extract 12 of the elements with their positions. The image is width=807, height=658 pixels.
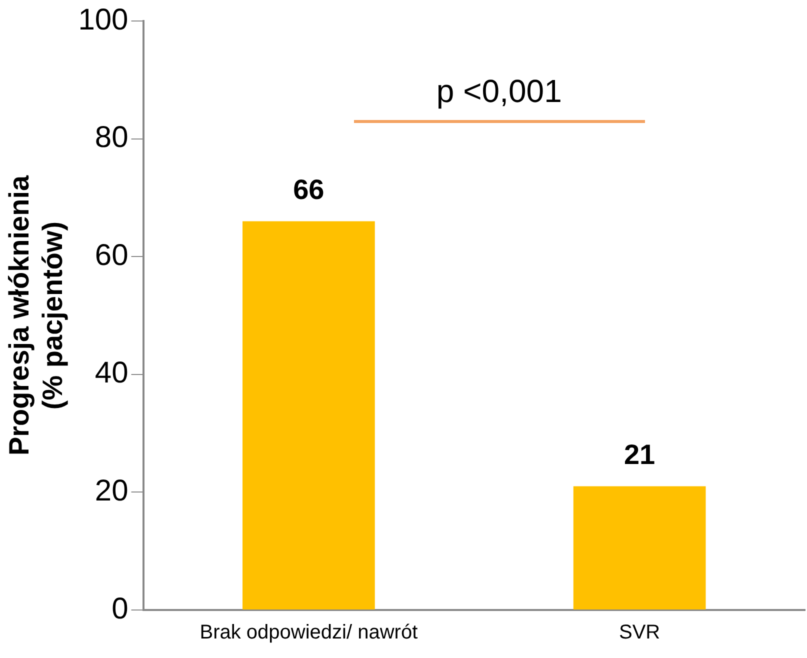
data-label: 21 [624, 439, 656, 470]
y-tick-label: 60 [94, 238, 128, 272]
annotation: p <0,001 [436, 72, 562, 109]
y-tick-label: 80 [94, 121, 128, 154]
y-axis-title: Progresja włóknienia (% pacjentów) [4, 175, 68, 456]
y-tick-label: 20 [94, 474, 128, 508]
data-label: 66 [293, 174, 324, 205]
y-tick-label: 100 [78, 3, 128, 36]
x-tick-label: SVR [619, 622, 660, 644]
y-tick-label: 0 [112, 592, 128, 626]
y-tick-label: 40 [94, 356, 128, 390]
x-tick-label: Brak odpowiedzi/ nawrót [200, 622, 418, 644]
